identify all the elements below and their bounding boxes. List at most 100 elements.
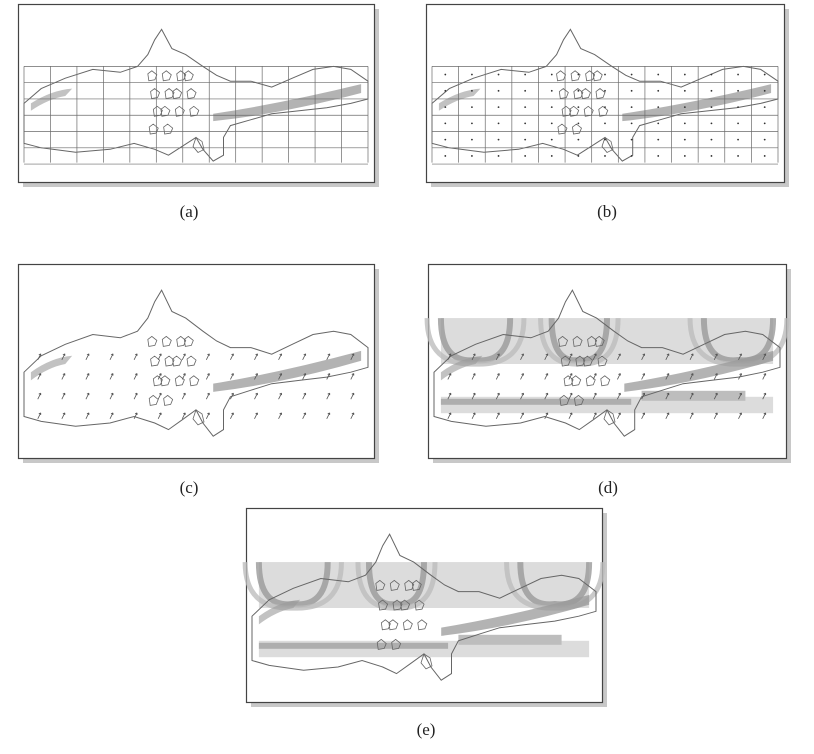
vector-arrow [326, 353, 331, 360]
grid-point [710, 155, 713, 157]
grid-point [683, 138, 686, 141]
grid-point [471, 89, 473, 92]
grid-point [710, 138, 713, 141]
grid-point [763, 155, 766, 157]
vector-arrow [641, 412, 645, 420]
grid-point [763, 122, 766, 125]
vector-arrow [713, 373, 718, 380]
vector-arrow [592, 412, 597, 420]
southern-island [192, 409, 205, 426]
vector-arrow [665, 412, 670, 420]
vector-arrow [302, 392, 307, 400]
left-band [438, 88, 481, 111]
lower-dark-stripe [440, 398, 632, 405]
vector-arrow [133, 373, 138, 380]
vector-arrow [278, 353, 282, 360]
vector-arrow [617, 392, 621, 400]
caption-a: (a) [179, 202, 199, 221]
vector-arrow [471, 353, 476, 360]
panel-a-figure [17, 3, 379, 187]
grid-points [444, 73, 766, 157]
vector-arrow [568, 353, 573, 360]
vector-arrow [762, 373, 767, 380]
lower-dark-stripe [258, 642, 449, 649]
grid-point [657, 73, 660, 76]
grid-point [471, 73, 473, 76]
vector-arrow [157, 353, 162, 360]
grid-point [710, 122, 713, 125]
southern-island [603, 409, 616, 426]
grid-point [604, 155, 606, 157]
vector-arrow [544, 373, 549, 380]
grid-point [657, 138, 660, 141]
vector-arrow [495, 373, 500, 380]
vector-arrow [230, 353, 234, 360]
vector-arrow [230, 373, 234, 380]
vector-arrow [326, 412, 331, 420]
mid-arc [538, 318, 621, 367]
vector-arrow [520, 353, 524, 360]
channel-band [624, 350, 774, 392]
panel-d [424, 263, 792, 464]
vector-arrow [447, 392, 452, 400]
vector-arrow [85, 412, 90, 420]
vector-arrow [278, 392, 282, 400]
vector-arrow [471, 392, 476, 400]
mid-arc [355, 562, 438, 611]
grid-point [630, 106, 633, 108]
vector-arrow [181, 373, 186, 380]
vector-field [37, 353, 355, 420]
grid-point [683, 155, 686, 157]
island-cluster [558, 335, 611, 406]
vector-arrow [109, 373, 114, 380]
mesh-grid [431, 66, 779, 165]
vector-arrow [471, 373, 476, 380]
grid-point [550, 73, 553, 76]
vector-arrow [544, 353, 549, 360]
left-band [440, 355, 483, 381]
grid-point [737, 106, 739, 108]
grid-point [497, 73, 500, 76]
vector-arrow [61, 353, 66, 360]
vector-arrow [109, 353, 114, 360]
grid-point [577, 89, 580, 92]
grid-point [577, 155, 580, 157]
coastline [433, 289, 781, 437]
grid-point [577, 138, 580, 141]
vector-arrow [181, 412, 186, 420]
grid-point [524, 73, 527, 76]
grid-point [497, 155, 500, 157]
grid-point [497, 106, 500, 108]
vector-arrow [230, 412, 234, 420]
vector-arrow [592, 373, 597, 380]
panel-b [425, 3, 790, 188]
grid-point [497, 122, 500, 125]
grid-point [550, 106, 553, 108]
grid-point [577, 73, 580, 76]
vector-arrow [641, 392, 645, 400]
grid-point [444, 73, 447, 76]
panel-b-figure [425, 3, 789, 187]
vector-arrow [157, 373, 162, 380]
vector-arrow [205, 412, 210, 420]
mesh-grid [23, 66, 369, 165]
vector-arrow [85, 353, 90, 360]
vector-field [447, 353, 767, 420]
vector-arrow [520, 392, 524, 400]
vector-arrow [254, 353, 258, 360]
vector-arrow [568, 373, 573, 380]
vector-arrow [37, 373, 42, 380]
grid-point [657, 106, 660, 108]
grid-point [550, 138, 553, 141]
vector-arrow [109, 412, 114, 420]
grid-point [710, 106, 713, 108]
vector-arrow [713, 353, 718, 360]
vector-arrow [61, 392, 66, 400]
grid-point [604, 73, 606, 76]
vector-arrow [520, 412, 524, 420]
vector-arrow [157, 412, 162, 420]
vector-arrow [617, 373, 621, 380]
vector-arrow [278, 412, 282, 420]
vector-arrow [278, 373, 282, 380]
vector-arrow [689, 412, 694, 420]
